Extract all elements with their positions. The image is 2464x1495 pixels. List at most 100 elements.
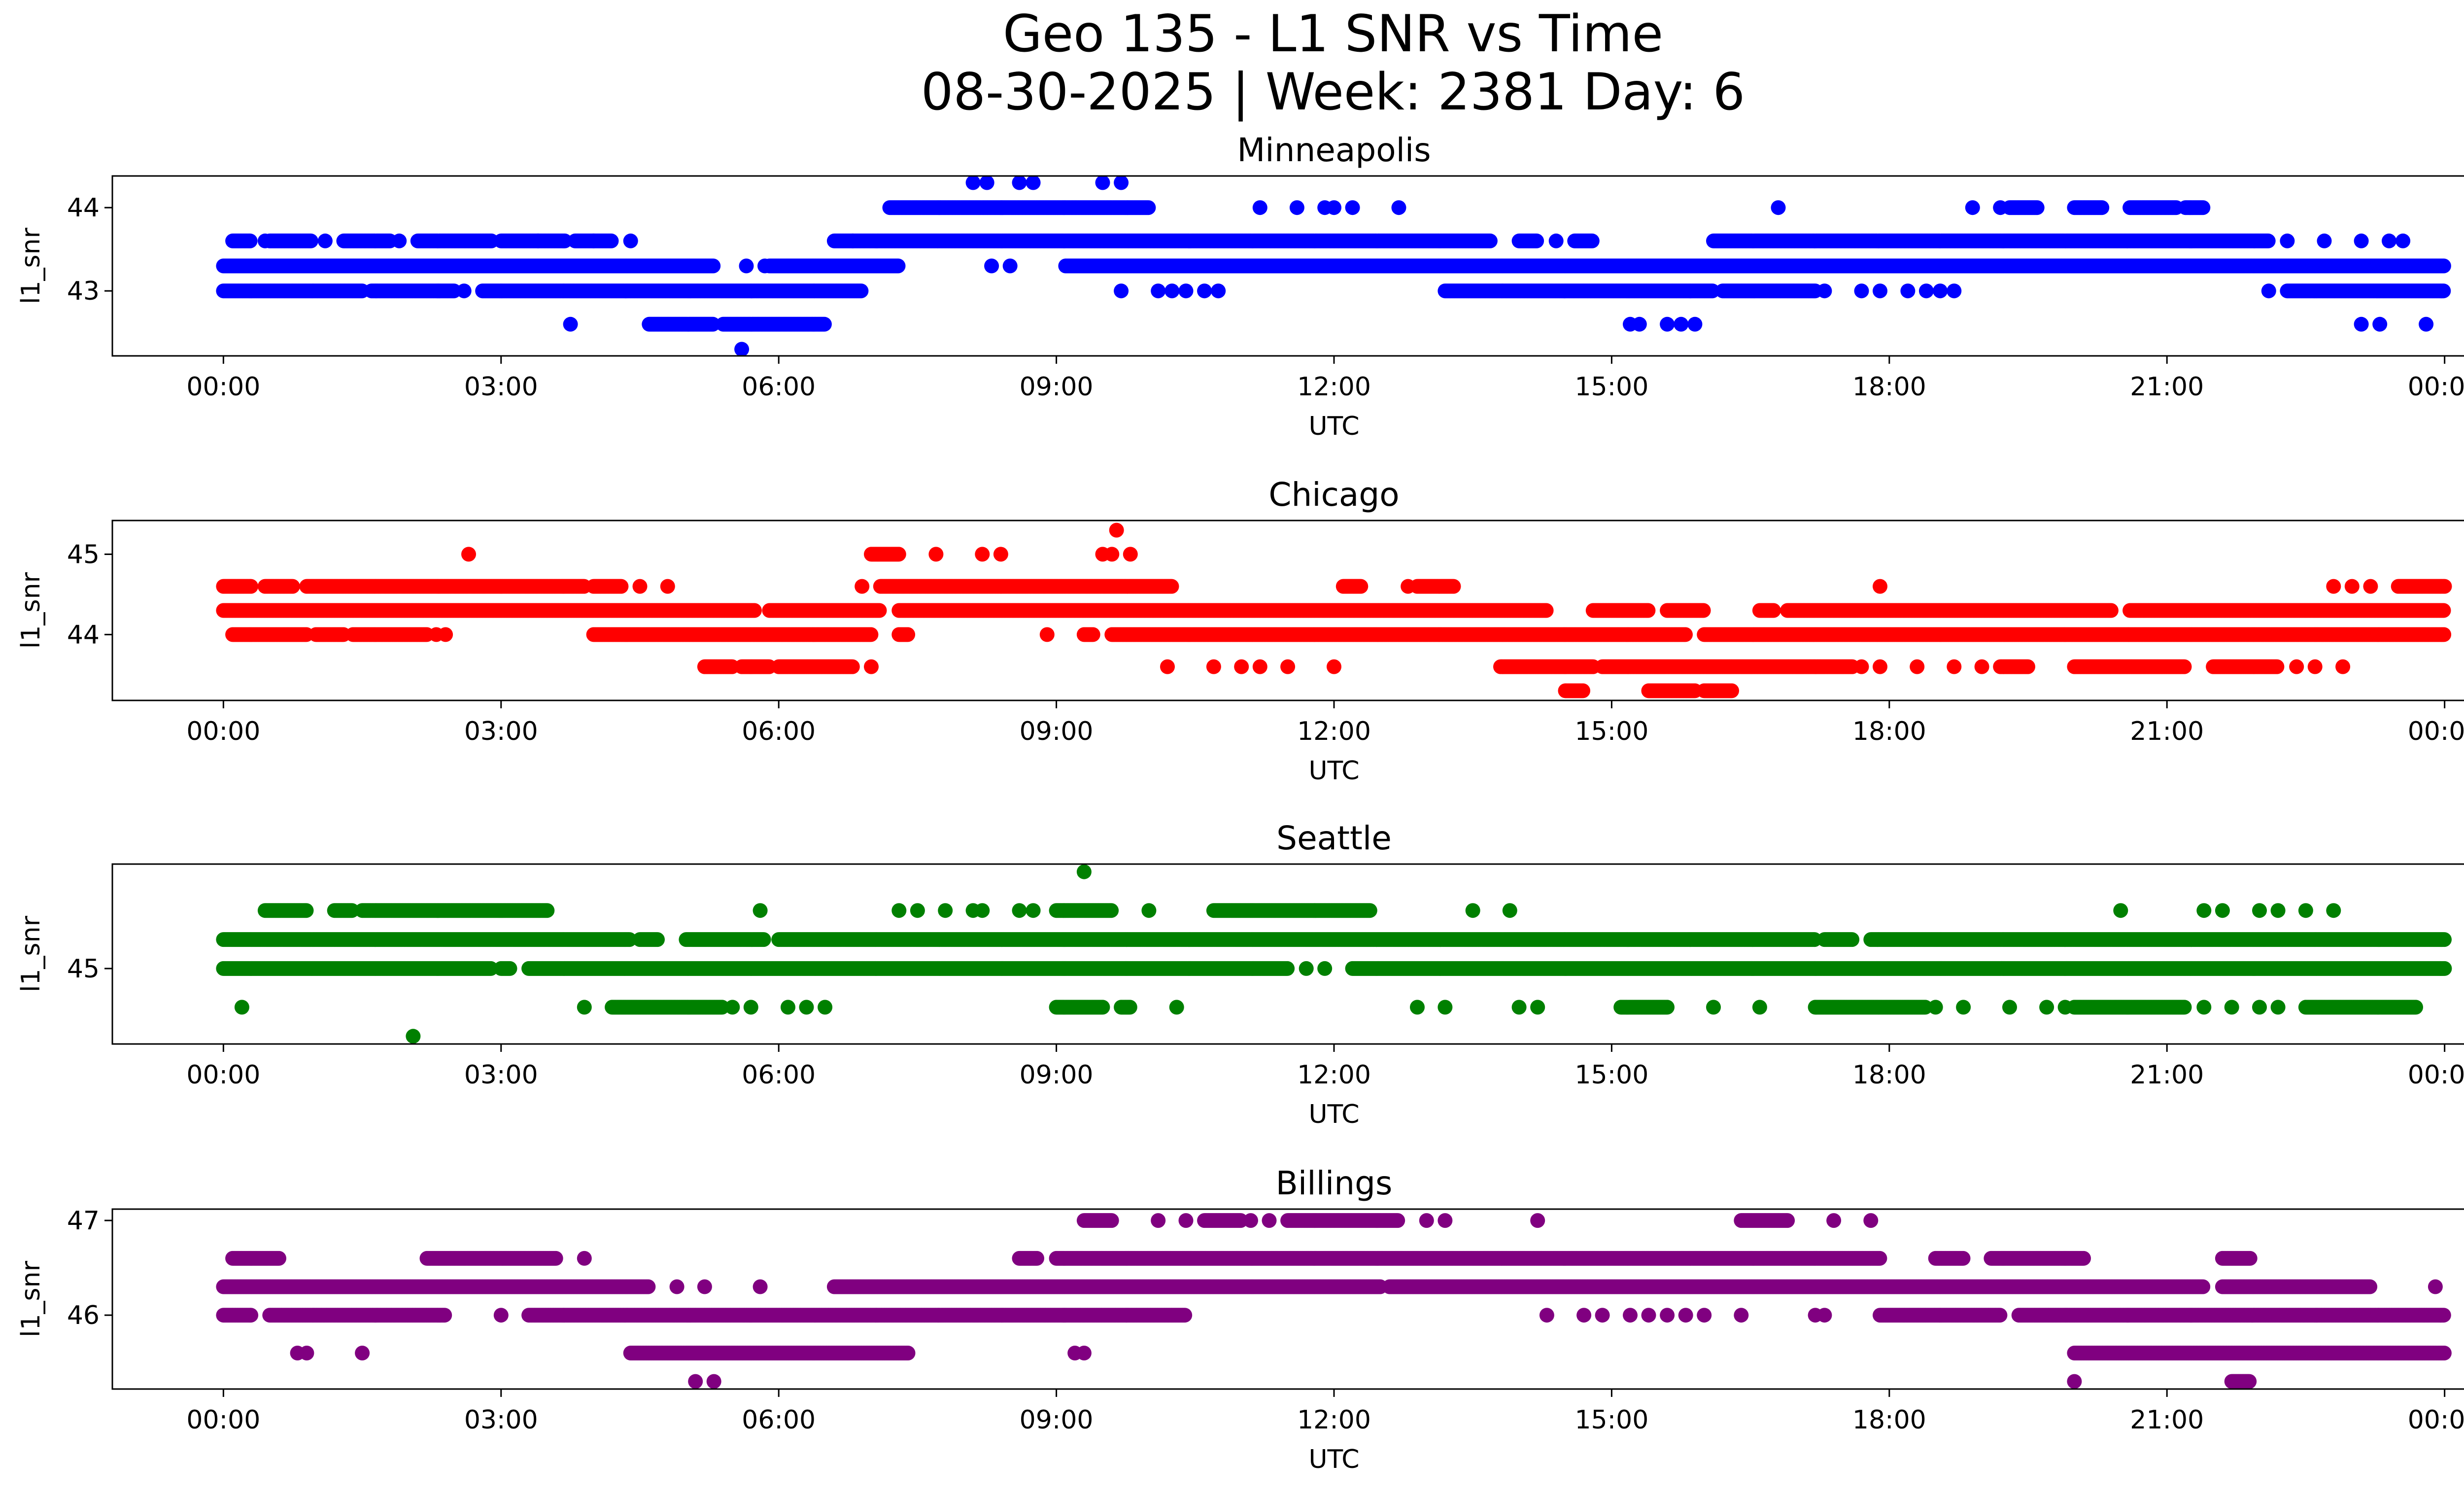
data-point — [1947, 283, 1962, 299]
data-point — [2317, 233, 2332, 248]
data-point — [1252, 200, 1267, 215]
x-tick-label: 00:00 — [2408, 372, 2464, 402]
data-point — [781, 258, 795, 274]
data-point — [1900, 283, 1916, 299]
data-point — [1674, 316, 1689, 332]
x-tick-label: 12:00 — [1297, 372, 1371, 402]
data-point — [706, 258, 721, 274]
data-point — [2382, 233, 2396, 248]
data-point — [757, 258, 772, 274]
data-point — [317, 233, 333, 248]
data-point — [1002, 258, 1018, 274]
x-tick-label: 12:00 — [1297, 717, 1371, 746]
data-point — [2372, 316, 2388, 332]
data-point — [2260, 233, 2276, 248]
data-point — [1164, 283, 1180, 299]
data-point — [1771, 200, 1786, 215]
x-tick-label: 06:00 — [742, 717, 816, 746]
data-point — [1178, 283, 1194, 299]
x-tick-label: 15:00 — [1574, 372, 1648, 402]
data-point — [1632, 316, 1647, 332]
data-point — [456, 283, 472, 299]
panel-title: Minneapolis — [1237, 131, 1431, 169]
x-tick-label: 15:00 — [1574, 717, 1648, 746]
data-point — [242, 233, 258, 248]
data-point — [2436, 258, 2451, 274]
data-point — [1873, 283, 1887, 299]
data-point — [1918, 283, 1934, 299]
data-point — [1345, 200, 1360, 215]
data-point — [2195, 200, 2211, 215]
data-point — [1114, 175, 1129, 190]
y-tick-label: 44 — [67, 620, 100, 650]
data-point — [872, 603, 887, 618]
data-point — [747, 603, 762, 618]
data-point — [1211, 283, 1226, 299]
x-tick-label: 21:00 — [2130, 717, 2204, 746]
x-axis-label: UTC — [1308, 412, 1359, 441]
data-point — [734, 342, 750, 357]
data-point — [392, 233, 407, 248]
data-point — [979, 175, 994, 190]
x-tick-label: 09:00 — [1020, 372, 1094, 402]
x-tick-label: 09:00 — [1020, 717, 1094, 746]
data-point — [2261, 283, 2276, 299]
data-point — [1933, 283, 1948, 299]
data-point — [2419, 316, 2434, 332]
data-point — [890, 258, 906, 274]
data-point — [1854, 283, 1869, 299]
data-point — [1529, 233, 1544, 248]
x-tick-label: 00:00 — [2408, 717, 2464, 746]
data-point — [2354, 316, 2369, 332]
data-point — [1687, 316, 1703, 332]
y-tick-label: 44 — [67, 193, 100, 223]
x-tick-label: 18:00 — [1852, 372, 1926, 402]
x-tick-label: 00:00 — [186, 717, 260, 746]
x-axis-label: UTC — [1308, 756, 1359, 786]
data-point — [1391, 200, 1406, 215]
x-tick-label: 00:00 — [186, 372, 260, 402]
data-point — [2029, 200, 2045, 215]
data-point — [1141, 200, 1156, 215]
data-point — [817, 316, 832, 332]
data-point — [1026, 175, 1041, 190]
data-point — [2280, 233, 2295, 248]
panels-layer: Minneapolis l1_snr UTC 00:00 03:00 06:00 09:00… — [16, 131, 2464, 1474]
data-point — [2436, 283, 2451, 299]
data-point — [586, 233, 601, 248]
figure-title: Geo 135 - L1 SNR vs Time — [1003, 4, 1663, 64]
data-point — [1289, 200, 1304, 215]
panel-title: Chicago — [1268, 476, 1399, 514]
data-point — [1095, 175, 1110, 190]
data-points — [216, 175, 2451, 357]
data-point — [1817, 283, 1832, 299]
data-point — [1151, 283, 1166, 299]
x-tick-label: 21:00 — [2130, 372, 2204, 402]
x-tick-label: 06:00 — [742, 372, 816, 402]
data-point — [1660, 316, 1675, 332]
data-point — [2354, 233, 2369, 248]
data-point — [1012, 175, 1027, 190]
data-point — [1482, 233, 1498, 248]
y-tick-label: 45 — [67, 540, 100, 569]
data-point — [2094, 200, 2110, 215]
y-axis-label: l1_snr — [16, 572, 46, 649]
data-point — [623, 233, 638, 248]
figure-subtitle: 08-30-2025 | Week: 2381 Day: 6 — [921, 63, 1745, 122]
y-tick-label: 43 — [67, 277, 100, 306]
data-point — [563, 316, 578, 332]
x-tick-label: 18:00 — [1852, 717, 1926, 746]
data-point — [1584, 233, 1600, 248]
data-point — [845, 233, 860, 248]
x-tick-label: 03:00 — [464, 717, 538, 746]
data-point — [965, 175, 981, 190]
data-point — [1965, 200, 1980, 215]
data-point — [303, 233, 318, 248]
data-point — [854, 283, 869, 299]
data-point — [604, 233, 619, 248]
data-point — [739, 258, 754, 274]
data-point — [257, 233, 273, 248]
